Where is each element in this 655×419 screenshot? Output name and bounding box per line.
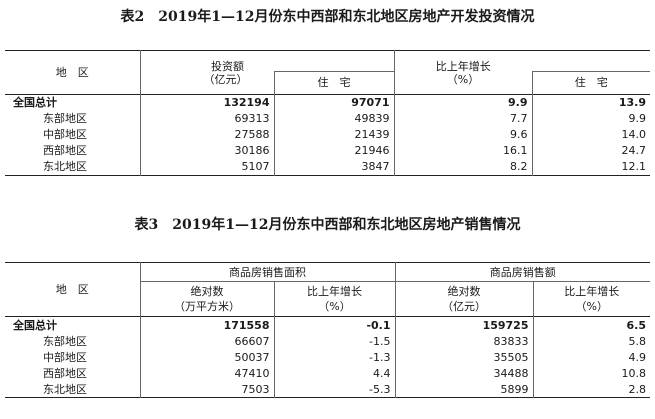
area-growth-cell: -5.3 (273, 381, 395, 398)
sales-cell: 5899 (394, 381, 533, 398)
table2-header-growth-residential: 住 宅 (531, 71, 650, 94)
region-cell: 西部地区 (43, 144, 87, 157)
table3-sales: 地 区 商品房销售面积 商品房销售额 绝对数 （万平方米） 比上年增长 （%） … (5, 262, 650, 398)
table2-row: 中部地区 27588 21439 9.6 14.0 (5, 126, 650, 143)
table2-header-region: 地 区 (55, 65, 89, 79)
table3-row: 中部地区 50037 -1.3 35505 4.9 (5, 349, 650, 365)
growth-residential-cell: 24.7 (531, 142, 650, 159)
growth-cell: 9.6 (393, 126, 532, 143)
sales-growth-cell: 10.8 (532, 365, 650, 381)
table3-row: 东部地区 66607 -1.5 83833 5.8 (5, 333, 650, 349)
investment-cell: 5107 (139, 158, 274, 175)
region-cell: 东部地区 (43, 334, 87, 348)
area-cell: 66607 (139, 333, 274, 349)
growth-residential-cell: 12.1 (531, 158, 650, 175)
region-cell: 全国总计 (13, 318, 57, 332)
growth-residential-cell: 14.0 (531, 126, 650, 143)
growth-residential-cell: 9.9 (531, 110, 650, 127)
sales-cell: 83833 (394, 333, 533, 349)
region-cell: 东北地区 (43, 382, 87, 396)
sales-growth-cell: 2.8 (532, 381, 650, 398)
residential-cell: 49839 (273, 110, 394, 127)
table2-header-investment: 投资额 (139, 50, 274, 72)
table2-row: 西部地区 30186 21946 16.1 24.7 (5, 142, 650, 159)
sales-cell: 34488 (394, 365, 533, 381)
sales-growth-cell: 4.9 (532, 349, 650, 365)
sales-growth-cell: 5.8 (532, 333, 650, 349)
area-growth-cell: -1.3 (273, 349, 395, 365)
sales-cell: 35505 (394, 349, 533, 365)
region-cell: 全国总计 (13, 96, 57, 109)
table3-header-region: 地 区 (55, 283, 89, 296)
growth-cell: 9.9 (393, 94, 532, 111)
table2-header-growth-unit: （%） (393, 71, 532, 94)
growth-cell: 16.1 (393, 142, 532, 159)
region-cell: 东部地区 (43, 112, 87, 125)
area-cell: 50037 (139, 349, 274, 365)
table3-header-area-group: 商品房销售面积 (139, 262, 395, 282)
area-growth-cell: 4.4 (273, 365, 395, 381)
growth-residential-cell: 13.9 (531, 94, 650, 111)
area-growth-cell: -0.1 (273, 316, 395, 333)
table3-row: 东北地区 7503 -5.3 5899 2.8 (5, 381, 650, 398)
area-growth-cell: -1.5 (273, 333, 395, 349)
region-cell: 东北地区 (43, 160, 87, 173)
table2-investment: 地 区 投资额 比上年增长 （亿元） 住 宅 （%） 住 宅 全国总计 1321… (5, 50, 650, 176)
area-cell: 171558 (139, 316, 274, 333)
table2-row: 全国总计 132194 97071 9.9 13.9 (5, 94, 650, 111)
investment-cell: 27588 (139, 126, 274, 143)
table3-header-sales-growth: 比上年增长 （%） (532, 281, 650, 317)
sales-growth-cell: 6.5 (532, 316, 650, 333)
area-cell: 7503 (139, 381, 274, 398)
table2-header-investment-unit: （亿元） (139, 71, 274, 94)
table3-row: 全国总计 171558 -0.1 159725 6.5 (5, 316, 650, 333)
sales-cell: 159725 (394, 316, 533, 333)
region-cell: 中部地区 (43, 128, 87, 141)
residential-cell: 21439 (273, 126, 394, 143)
table3-header-sales-group: 商品房销售额 (394, 262, 650, 282)
region-cell: 中部地区 (43, 350, 87, 364)
table2-header-residential: 住 宅 (273, 71, 394, 94)
table2-title: 表2 2019年1—12月份东中西部和东北地区房地产开发投资情况 (120, 9, 535, 25)
region-cell: 西部地区 (43, 366, 87, 380)
residential-cell: 21946 (273, 142, 394, 159)
table3-row: 西部地区 47410 4.4 34488 10.8 (5, 365, 650, 381)
table3-header-area-growth: 比上年增长 （%） (273, 281, 395, 317)
table2-row: 东北地区 5107 3847 8.2 12.1 (5, 158, 650, 175)
table3-title: 表3 2019年1—12月份东中西部和东北地区房地产销售情况 (134, 217, 521, 233)
residential-cell: 3847 (273, 158, 394, 175)
table2-row: 东部地区 69313 49839 7.7 9.9 (5, 110, 650, 127)
growth-cell: 7.7 (393, 110, 532, 127)
residential-cell: 97071 (273, 94, 394, 111)
investment-cell: 30186 (139, 142, 274, 159)
investment-cell: 69313 (139, 110, 274, 127)
table2-header-growth: 比上年增长 (393, 50, 532, 72)
area-cell: 47410 (139, 365, 274, 381)
investment-cell: 132194 (139, 94, 274, 111)
growth-cell: 8.2 (393, 158, 532, 175)
table3-header-area-abs: 绝对数 （万平方米） (139, 281, 274, 317)
table3-header-sales-abs: 绝对数 （亿元） (394, 281, 533, 317)
